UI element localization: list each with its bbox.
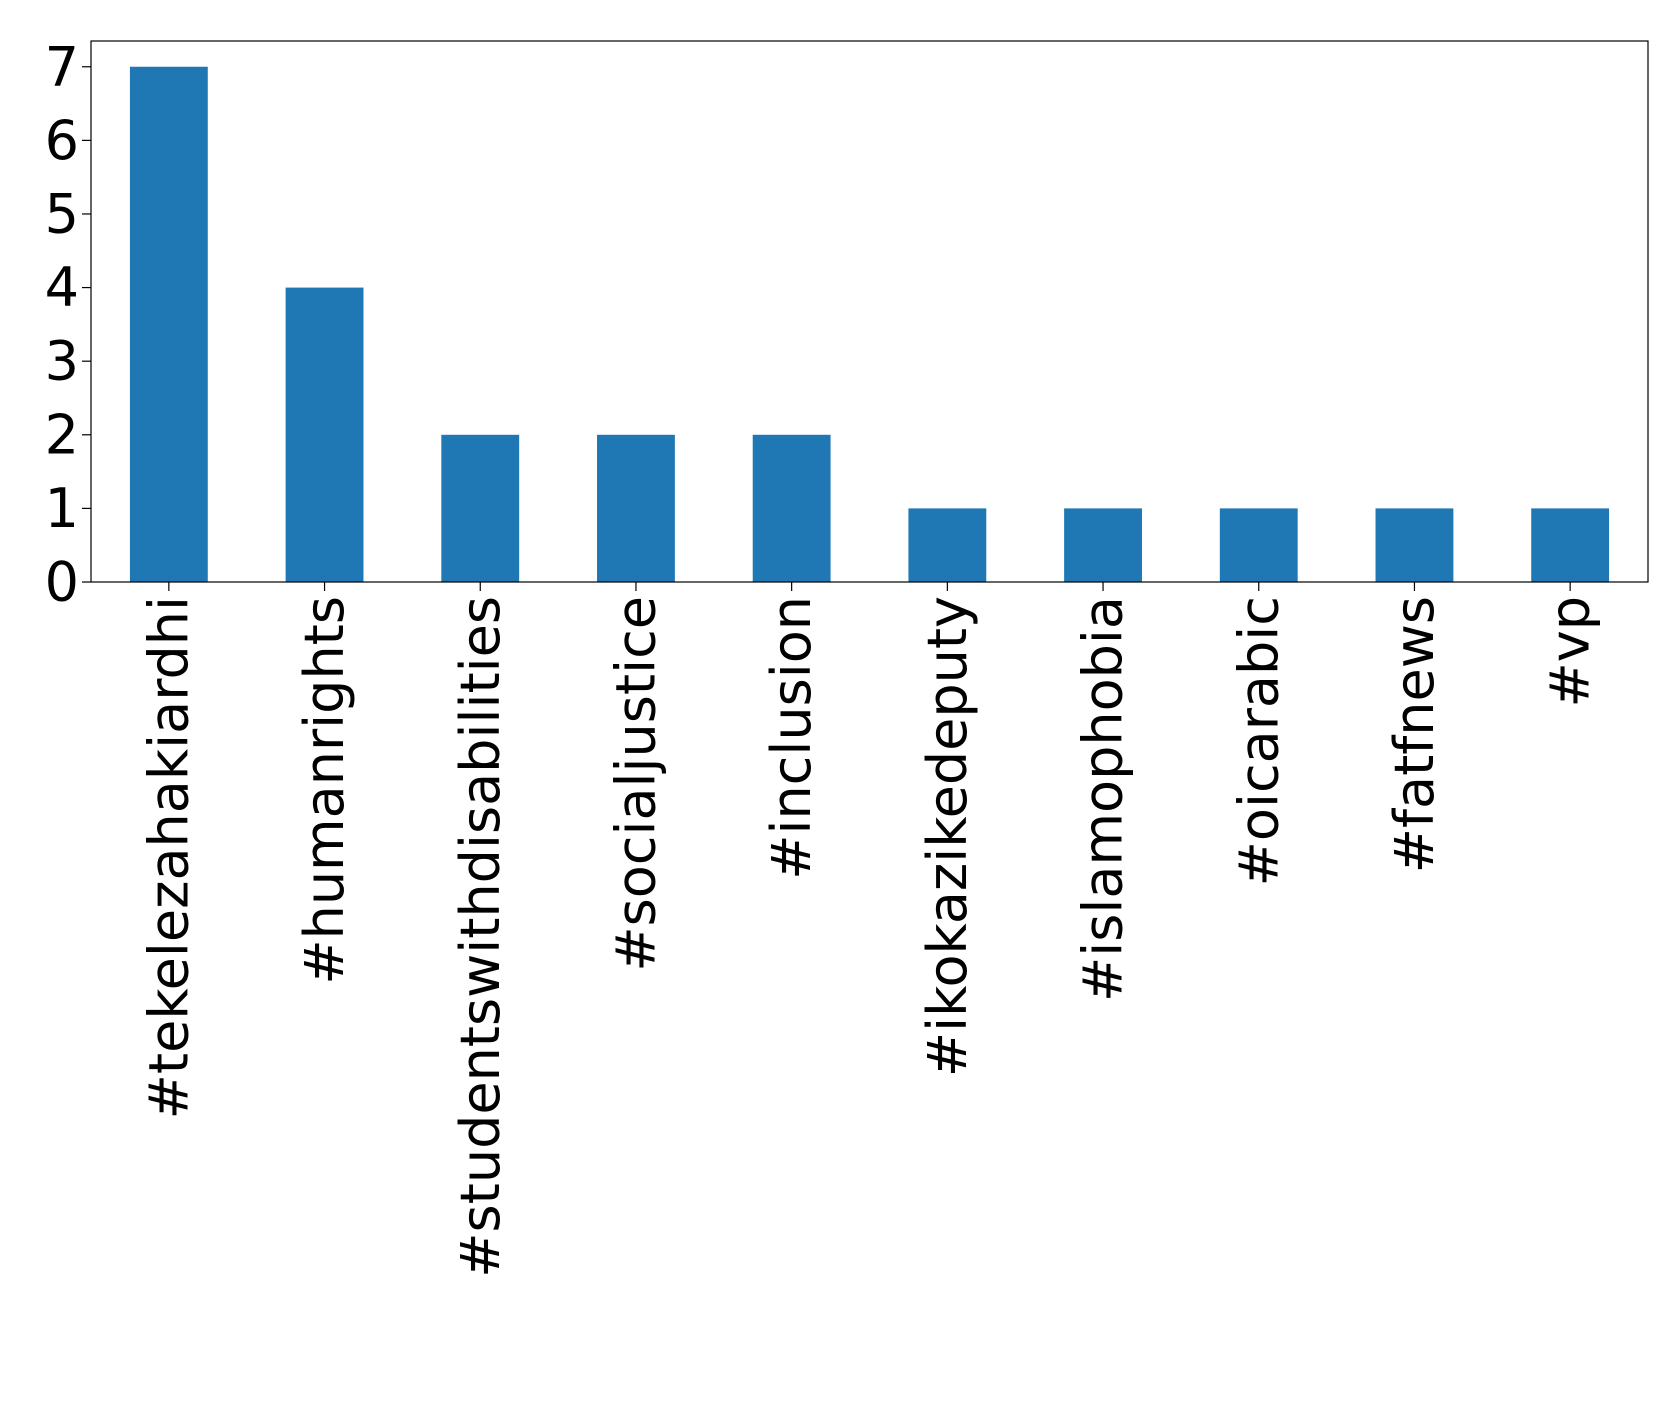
x-tick-label: #tekelezahakiardhi bbox=[137, 596, 200, 1119]
y-tick-label: 3 bbox=[45, 330, 79, 393]
bar bbox=[1064, 508, 1142, 582]
bar bbox=[285, 287, 364, 582]
bar bbox=[908, 508, 987, 582]
y-tick-label: 4 bbox=[45, 256, 79, 319]
bar bbox=[1531, 508, 1610, 582]
x-tick-label: #islamophobia bbox=[1072, 596, 1135, 1002]
bar bbox=[752, 434, 831, 582]
x-tick-label: #humanrights bbox=[293, 596, 356, 985]
x-tick-label: #inclusion bbox=[760, 596, 823, 880]
x-tick-label: #vp bbox=[1539, 596, 1602, 707]
bar bbox=[129, 66, 208, 582]
x-tick-label: #fatfnews bbox=[1383, 596, 1446, 873]
bar bbox=[1219, 508, 1298, 582]
y-tick-label: 7 bbox=[45, 35, 79, 98]
x-tick-label: #studentswithdisabilities bbox=[449, 596, 512, 1278]
bar bbox=[597, 434, 675, 582]
x-tick-label: #oicarabic bbox=[1227, 596, 1290, 886]
y-tick-label: 2 bbox=[45, 403, 79, 466]
x-tick-label: #ikokazikedeputy bbox=[916, 596, 979, 1077]
y-tick-label: 1 bbox=[45, 477, 79, 540]
x-tick-label: #socialjustice bbox=[604, 596, 667, 972]
bar bbox=[1375, 508, 1454, 582]
y-tick-label: 6 bbox=[45, 109, 79, 172]
y-tick-label: 5 bbox=[45, 182, 79, 245]
bar bbox=[441, 434, 520, 582]
plot-frame bbox=[90, 40, 1649, 583]
y-tick-label: 0 bbox=[45, 551, 79, 614]
